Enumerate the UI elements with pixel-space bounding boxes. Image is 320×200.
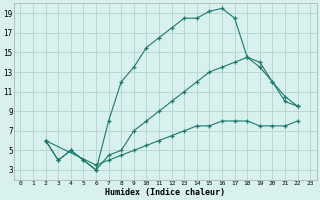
X-axis label: Humidex (Indice chaleur): Humidex (Indice chaleur) xyxy=(105,188,225,197)
